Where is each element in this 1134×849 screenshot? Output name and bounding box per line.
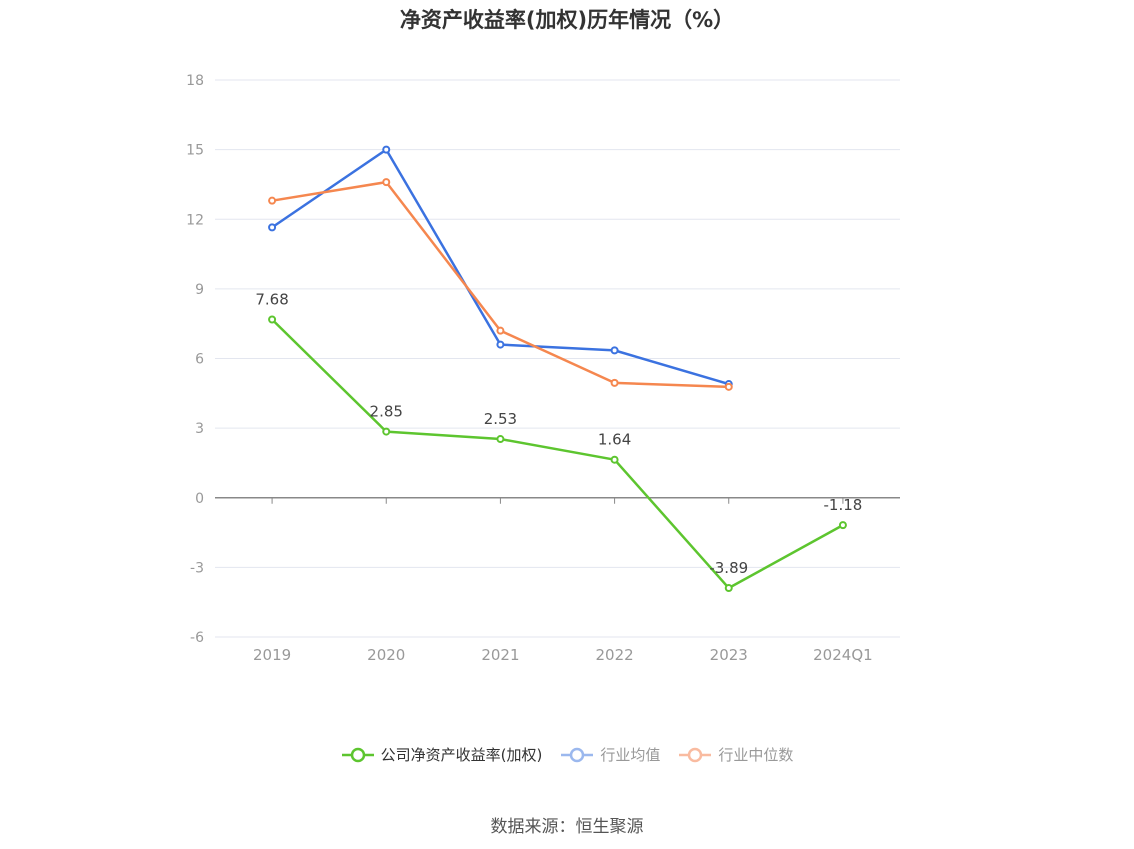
data-point[interactable] [496, 435, 505, 444]
series-line [271, 180, 729, 389]
series-line [271, 148, 730, 386]
data-point[interactable] [268, 315, 277, 324]
y-tick-label: 12 [186, 212, 204, 228]
x-tick-label: 2021 [481, 646, 519, 664]
y-axis-ticks: -6 -3 0 3 6 9 12 15 18 [186, 73, 204, 646]
series-lines [268, 145, 847, 593]
data-point[interactable] [496, 326, 505, 335]
data-label: 1.64 [598, 431, 631, 449]
data-label: 7.68 [255, 291, 288, 309]
x-tick-label: 2020 [367, 646, 405, 664]
data-point[interactable] [610, 378, 619, 387]
line-chart: -6 -3 0 3 6 9 12 15 18 2019 2020 2021 2022 2023 2024Q… [186, 73, 900, 664]
data-point[interactable] [382, 145, 391, 154]
y-tick-label: 6 [195, 352, 204, 368]
data-point[interactable] [724, 382, 733, 391]
grid-lines [215, 79, 900, 638]
data-point[interactable] [610, 346, 619, 355]
series-2 [268, 178, 733, 391]
x-tick-label: 2019 [253, 646, 291, 664]
x-axis: 2019 2020 2021 2022 2023 2024Q1 [215, 497, 900, 664]
data-label: -1.18 [824, 496, 863, 514]
legend-marker-icon [679, 747, 712, 762]
x-tick-label: 2023 [710, 646, 748, 664]
legend-item[interactable]: 行业中位数 [678, 744, 793, 765]
chart-title: 净资产收益率(加权)历年情况（%） [399, 8, 735, 32]
data-label: 2.53 [484, 410, 517, 428]
data-point[interactable] [724, 584, 733, 593]
data-labels: 7.68 2.85 2.53 1.64 -3.89 -1.18 [255, 291, 862, 578]
legend-label: 公司净资产收益率(加权) [380, 746, 543, 764]
legend-marker-icon [341, 747, 374, 762]
data-label: 2.85 [370, 403, 403, 421]
data-point[interactable] [382, 178, 391, 187]
legend-item[interactable]: 公司净资产收益率(加权) [341, 744, 543, 765]
y-tick-label: 9 [195, 282, 204, 298]
y-tick-label: 18 [186, 73, 204, 89]
data-point[interactable] [268, 223, 277, 232]
x-tick-label: 2022 [595, 646, 633, 664]
legend-item[interactable]: 行业均值 [560, 744, 660, 765]
y-tick-label: 0 [195, 491, 204, 507]
data-point[interactable] [610, 455, 619, 464]
y-tick-label: 3 [195, 421, 204, 437]
data-point[interactable] [382, 427, 391, 436]
series-1 [268, 145, 733, 389]
legend-label: 行业中位数 [718, 746, 794, 764]
y-tick-label: -3 [190, 560, 204, 576]
y-tick-label: -6 [190, 630, 204, 646]
data-point[interactable] [268, 196, 277, 205]
data-point[interactable] [496, 340, 505, 349]
y-tick-label: 15 [186, 143, 204, 159]
legend-marker-icon [561, 747, 594, 762]
series-line [271, 318, 844, 590]
series-0 [268, 315, 847, 593]
x-tick-label: 2024Q1 [813, 646, 873, 664]
data-source: 数据来源：恒生聚源 [490, 817, 644, 837]
data-label: -3.89 [709, 559, 748, 577]
data-point[interactable] [838, 521, 847, 530]
legend-label: 行业均值 [600, 746, 661, 764]
legend: 公司净资产收益率(加权) 行业均值 行业中位数 [0, 744, 1134, 765]
